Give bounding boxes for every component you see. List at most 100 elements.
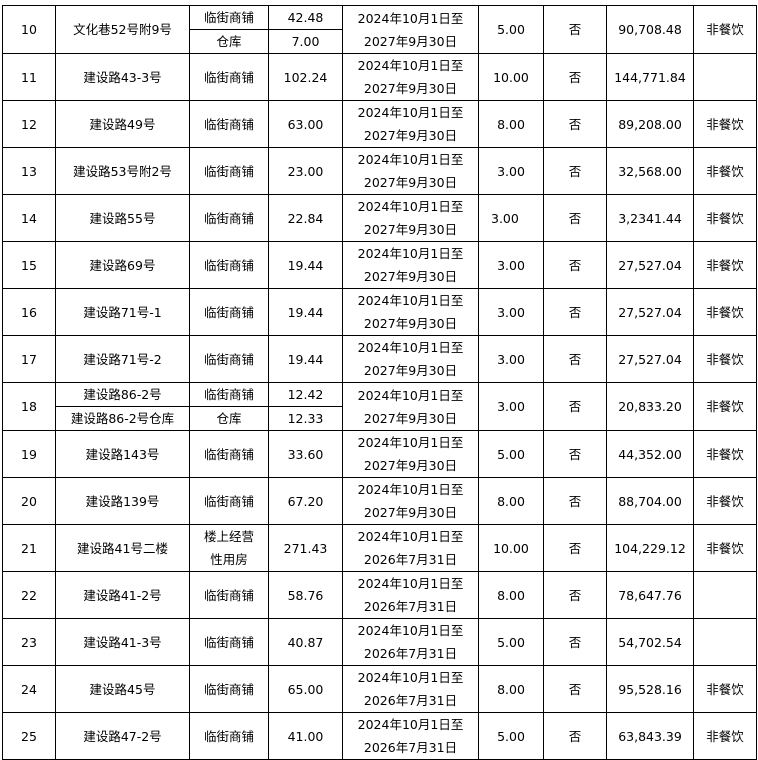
area-cell: 41.00 — [268, 712, 343, 760]
address-cell: 建设路47-2号 — [55, 712, 190, 760]
lease-years-cell: 5.00 — [478, 5, 544, 54]
address-cell: 建设路41号二楼 — [55, 524, 190, 572]
lease-period-cell: 2024年10月1日至 2026年7月31日 — [342, 571, 479, 619]
lease-period-line: 2024年10月1日至 — [357, 340, 464, 355]
address-cell: 建设路45号 — [55, 665, 190, 713]
lease-period-line: 2024年10月1日至 — [357, 58, 464, 73]
amount-cell: 44,352.00 — [606, 430, 694, 478]
row-number: 22 — [2, 571, 56, 619]
lease-period-cell: 2024年10月1日至 2027年9月30日 — [342, 5, 479, 54]
lease-period-line: 2024年10月1日至 — [357, 482, 464, 497]
lease-period-line: 2024年10月1日至 — [357, 199, 464, 214]
note-cell: 非餐饮 — [693, 477, 757, 525]
lease-period-line: 2027年9月30日 — [363, 175, 458, 190]
amount-cell: 20,833.20 — [606, 382, 694, 431]
note-cell — [693, 618, 757, 666]
property-type-cell: 临街商铺 — [189, 194, 269, 242]
row-number: 14 — [2, 194, 56, 242]
address-cell: 建设路139号 — [55, 477, 190, 525]
lease-period-cell: 2024年10月1日至 2027年9月30日 — [342, 241, 479, 289]
address-cell: 建设路71号-2 — [55, 335, 190, 383]
area-cell: 63.00 — [268, 100, 343, 148]
flag-cell: 否 — [543, 241, 607, 289]
flag-cell: 否 — [543, 194, 607, 242]
address-cell: 建设路49号 — [55, 100, 190, 148]
flag-cell: 否 — [543, 100, 607, 148]
lease-years-cell: 8.00 — [478, 100, 544, 148]
amount-cell: 78,647.76 — [606, 571, 694, 619]
note-cell — [693, 571, 757, 619]
lease-years-cell: 3.00 — [478, 335, 544, 383]
row-number: 16 — [2, 288, 56, 336]
area-cell: 102.24 — [268, 53, 343, 101]
flag-cell: 否 — [543, 288, 607, 336]
lease-period-line: 2027年9月30日 — [363, 222, 458, 237]
lease-years-cell: 8.00 — [478, 477, 544, 525]
lease-years-cell: 8.00 — [478, 665, 544, 713]
row-number: 25 — [2, 712, 56, 760]
amount-cell: 32,568.00 — [606, 147, 694, 195]
property-type-cell: 临街商铺 — [189, 712, 269, 760]
row-number: 13 — [2, 147, 56, 195]
property-type-cell: 临街商铺 — [189, 477, 269, 525]
lease-period-line: 2026年7月31日 — [363, 740, 458, 755]
amount-cell: 104,229.12 — [606, 524, 694, 572]
lease-period-line: 2024年10月1日至 — [357, 623, 464, 638]
lease-period-cell: 2024年10月1日至 2027年9月30日 — [342, 53, 479, 101]
amount-cell: 144,771.84 — [606, 53, 694, 101]
area-cell: 40.87 — [268, 618, 343, 666]
area-cell: 23.00 — [268, 147, 343, 195]
property-type-cell: 临街商铺 — [189, 53, 269, 101]
lease-period-line: 2024年10月1日至 — [357, 10, 464, 26]
property-type-cell: 临街商铺 — [189, 618, 269, 666]
row-number: 23 — [2, 618, 56, 666]
area-cell: 12.33 — [268, 406, 343, 431]
lease-period-line: 2024年10月1日至 — [357, 152, 464, 167]
property-type-cell: 仓库 — [189, 29, 269, 54]
row-number: 15 — [2, 241, 56, 289]
address-cell: 建设路71号-1 — [55, 288, 190, 336]
lease-period-cell: 2024年10月1日至 2027年9月30日 — [342, 288, 479, 336]
note-cell: 非餐饮 — [693, 288, 757, 336]
lease-years-cell: 10.00 — [478, 53, 544, 101]
amount-cell: 95,528.16 — [606, 665, 694, 713]
row-number: 19 — [2, 430, 56, 478]
lease-period-cell: 2024年10月1日至 2026年7月31日 — [342, 712, 479, 760]
lease-years-cell: 5.00 — [478, 430, 544, 478]
row-number: 20 — [2, 477, 56, 525]
area-cell: 67.20 — [268, 477, 343, 525]
lease-period-line: 2026年7月31日 — [363, 693, 458, 708]
lease-period-line: 2024年10月1日至 — [357, 717, 464, 732]
lease-period-line: 2027年9月30日 — [363, 505, 458, 520]
address-cell: 建设路143号 — [55, 430, 190, 478]
area-cell: 42.48 — [268, 5, 343, 30]
row-number: 18 — [2, 382, 56, 431]
address-cell: 建设路69号 — [55, 241, 190, 289]
flag-cell: 否 — [543, 712, 607, 760]
note-cell: 非餐饮 — [693, 147, 757, 195]
lease-period-cell: 2024年10月1日至 2027年9月30日 — [342, 335, 479, 383]
row-number: 21 — [2, 524, 56, 572]
property-type-line: 性用房 — [210, 552, 248, 567]
amount-cell: 27,527.04 — [606, 241, 694, 289]
note-cell: 非餐饮 — [693, 430, 757, 478]
lease-years-cell: 3.00 — [478, 288, 544, 336]
amount-cell: 54,702.54 — [606, 618, 694, 666]
flag-cell: 否 — [543, 382, 607, 431]
property-type-line: 楼上经营 — [203, 529, 254, 544]
lease-years-cell: 5.00 — [478, 618, 544, 666]
flag-cell: 否 — [543, 571, 607, 619]
amount-cell: 88,704.00 — [606, 477, 694, 525]
note-cell: 非餐饮 — [693, 335, 757, 383]
amount-cell: 63,843.39 — [606, 712, 694, 760]
row-number: 10 — [2, 5, 56, 54]
property-type-cell: 临街商铺 — [189, 382, 269, 407]
area-cell: 65.00 — [268, 665, 343, 713]
lease-period-cell: 2024年10月1日至 2027年9月30日 — [342, 382, 479, 431]
lease-period-line: 2026年7月31日 — [363, 599, 458, 614]
note-cell: 非餐饮 — [693, 712, 757, 760]
area-cell: 22.84 — [268, 194, 343, 242]
table-row-sub: 建设路86-2号仓库 仓库 12.33 — [3, 406, 757, 431]
lease-period-line: 2024年10月1日至 — [357, 105, 464, 120]
lease-period-line: 2026年7月31日 — [363, 646, 458, 661]
